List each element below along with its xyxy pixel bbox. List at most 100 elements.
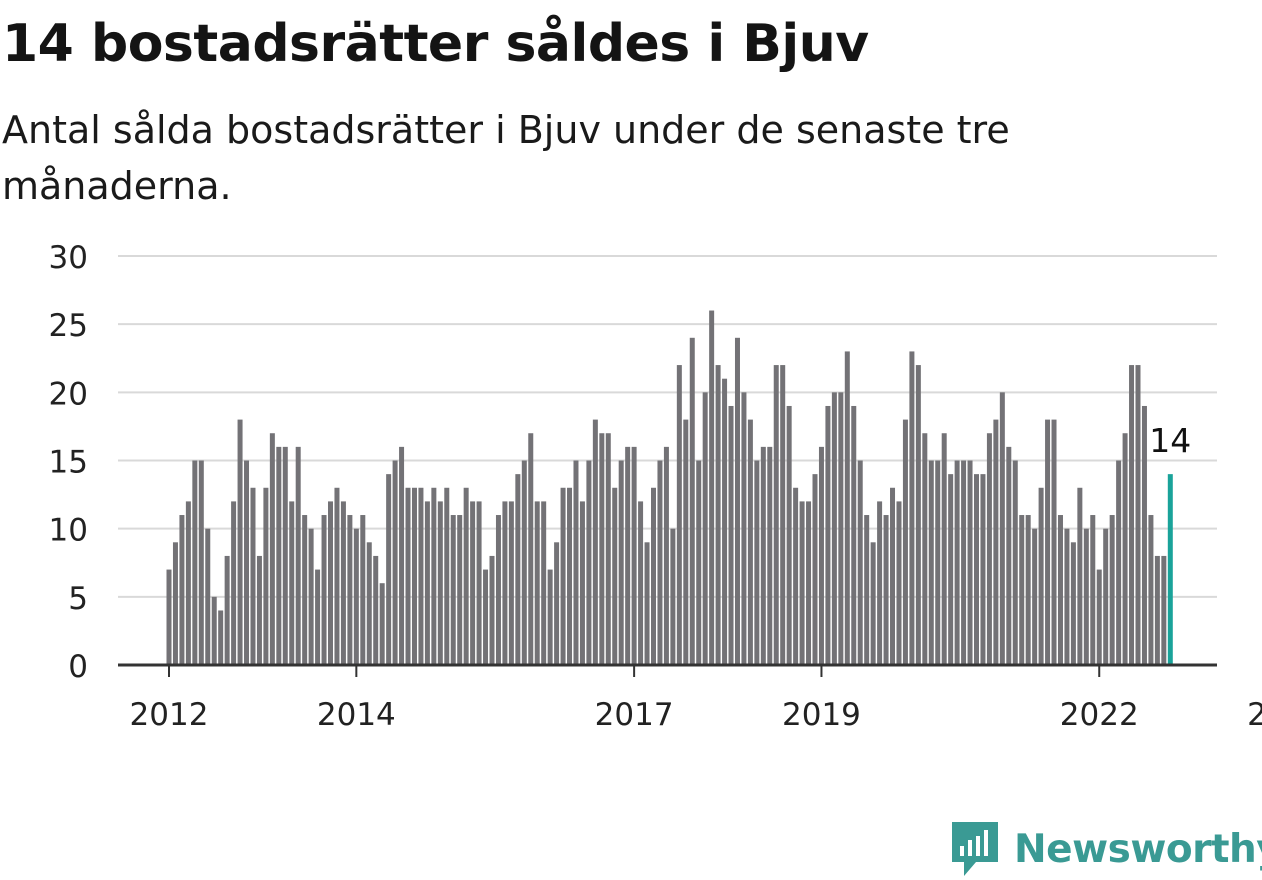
bar xyxy=(353,528,359,665)
x-axis-ticks: 2012 2014 2017 2019 2022 2024 xyxy=(130,665,1262,733)
bar xyxy=(747,419,753,665)
bar xyxy=(644,542,650,665)
bar xyxy=(993,419,999,665)
bar xyxy=(825,405,831,665)
bar xyxy=(172,542,178,665)
bar xyxy=(392,460,398,665)
bar xyxy=(399,446,405,665)
bar xyxy=(457,515,463,665)
bar xyxy=(689,337,695,665)
bar xyxy=(1064,528,1070,665)
bar xyxy=(638,501,644,665)
bar xyxy=(418,487,424,665)
bar xyxy=(334,487,340,665)
bar xyxy=(1135,365,1141,665)
bar xyxy=(676,365,682,665)
bar xyxy=(1057,515,1063,665)
bar xyxy=(838,392,844,665)
bar xyxy=(663,446,669,665)
bar xyxy=(715,365,721,665)
y-tick-label: 5 xyxy=(68,581,88,617)
bar xyxy=(450,515,456,665)
bar xyxy=(657,460,663,665)
bar xyxy=(386,474,392,665)
bar xyxy=(890,487,896,665)
bar xyxy=(463,487,469,665)
bar xyxy=(1129,365,1135,665)
bar xyxy=(1154,555,1160,665)
bar xyxy=(192,460,198,665)
bar xyxy=(812,474,818,665)
bar xyxy=(1070,542,1076,665)
bar xyxy=(786,405,792,665)
bar xyxy=(928,460,934,665)
bar xyxy=(1103,528,1109,665)
bar xyxy=(767,446,773,665)
bar xyxy=(799,501,805,665)
bar xyxy=(896,501,902,665)
bar xyxy=(592,419,598,665)
data-labels: 14 xyxy=(1146,418,1194,463)
y-tick-label: 30 xyxy=(49,240,88,276)
bar xyxy=(877,501,883,665)
bar xyxy=(554,542,560,665)
bar xyxy=(870,542,876,665)
bar xyxy=(560,487,566,665)
bar xyxy=(760,446,766,665)
bar xyxy=(1012,460,1018,665)
bar xyxy=(328,501,333,665)
bar xyxy=(1038,487,1044,665)
bar xyxy=(741,392,747,665)
bar xyxy=(599,433,605,665)
bar xyxy=(948,474,954,665)
bar xyxy=(379,583,385,665)
x-tick-label: 2024 xyxy=(1247,697,1262,733)
bar xyxy=(437,501,443,665)
bar xyxy=(586,460,592,665)
x-tick-label: 2014 xyxy=(317,697,396,733)
bar xyxy=(954,460,960,665)
bar xyxy=(831,392,837,665)
bar xyxy=(851,405,857,665)
bar xyxy=(696,460,702,665)
bar xyxy=(722,378,728,665)
bar xyxy=(1161,555,1167,665)
bar xyxy=(547,569,553,665)
bar xyxy=(508,501,514,665)
bar xyxy=(1083,528,1089,665)
bar xyxy=(424,501,430,665)
bar xyxy=(476,501,482,665)
bar xyxy=(1019,515,1025,665)
bar xyxy=(321,515,327,665)
bar xyxy=(980,474,986,665)
bar xyxy=(411,487,417,665)
y-axis-ticks: 0 5 10 15 20 25 30 xyxy=(49,240,88,685)
y-tick-label: 15 xyxy=(49,445,88,481)
bar xyxy=(967,460,973,665)
bar xyxy=(218,610,224,665)
bar xyxy=(1148,515,1154,665)
bar xyxy=(793,487,799,665)
brand-name: Newsworthy xyxy=(1014,826,1262,872)
bar xyxy=(734,337,740,665)
bar xyxy=(915,365,921,665)
bar xyxy=(521,460,527,665)
bar xyxy=(269,433,275,665)
bar xyxy=(999,392,1005,665)
bar xyxy=(302,515,308,665)
bar xyxy=(347,515,353,665)
bar xyxy=(1141,405,1147,665)
bar xyxy=(702,392,708,665)
bar xyxy=(941,433,947,665)
bar xyxy=(405,487,411,665)
bar xyxy=(198,460,204,665)
bar xyxy=(282,446,288,665)
chart-title: 14 bostadsrätter såldes i Bjuv xyxy=(2,14,869,74)
x-tick-label: 2022 xyxy=(1060,697,1139,733)
bar xyxy=(961,460,967,665)
bar xyxy=(366,542,372,665)
y-tick-label: 10 xyxy=(49,513,88,549)
y-tick-label: 0 xyxy=(68,649,88,685)
bar xyxy=(1045,419,1051,665)
